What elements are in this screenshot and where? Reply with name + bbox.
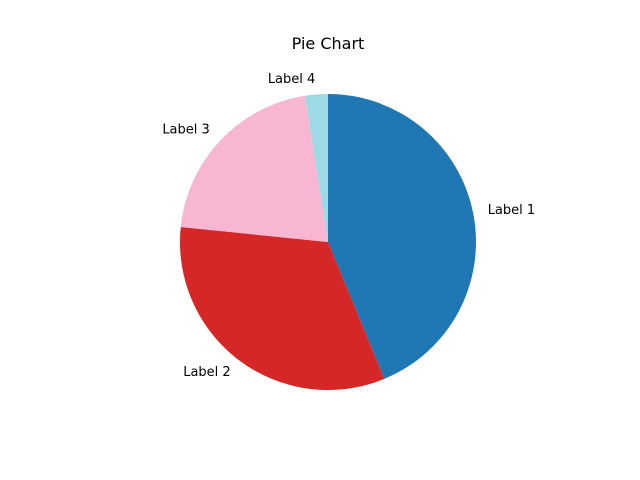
pie-slices	[179, 93, 476, 390]
pie-labels: Label 1 Label 2 Label 3 Label 4	[162, 72, 535, 380]
slice-label: Label 4	[268, 72, 315, 87]
slice-label: Label 1	[488, 203, 535, 218]
pie-slice	[328, 94, 476, 379]
slice-label: Label 3	[162, 123, 209, 138]
slice-label: Label 2	[183, 365, 230, 380]
pie-slice	[304, 93, 328, 242]
pie-slice	[180, 95, 328, 242]
chart-title: Pie Chart	[292, 34, 365, 53]
pie-slice	[179, 226, 385, 390]
